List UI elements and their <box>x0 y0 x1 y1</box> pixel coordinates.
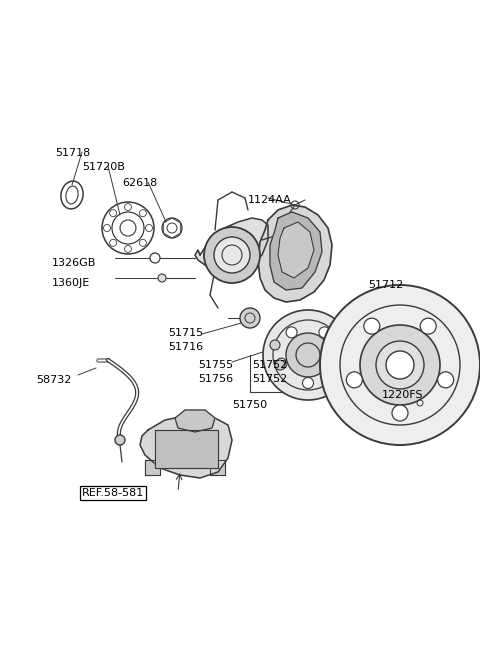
Polygon shape <box>270 212 322 290</box>
Circle shape <box>214 237 250 273</box>
Circle shape <box>386 351 414 379</box>
Circle shape <box>420 318 436 334</box>
Circle shape <box>263 310 353 400</box>
Text: 1124AA: 1124AA <box>248 195 292 205</box>
Circle shape <box>240 308 260 328</box>
Circle shape <box>438 372 454 388</box>
Circle shape <box>204 227 260 283</box>
Circle shape <box>275 360 285 370</box>
Text: 1220FS: 1220FS <box>382 390 423 400</box>
Text: 51716: 51716 <box>168 342 203 352</box>
Text: 51715: 51715 <box>168 328 203 338</box>
Circle shape <box>286 327 297 338</box>
Circle shape <box>329 358 340 369</box>
Text: 51718: 51718 <box>55 148 90 158</box>
Text: 51752: 51752 <box>252 360 287 370</box>
Text: REF.58-581: REF.58-581 <box>82 488 144 498</box>
Text: 58732: 58732 <box>36 375 72 385</box>
Polygon shape <box>278 222 314 278</box>
Circle shape <box>320 285 480 445</box>
Circle shape <box>319 327 330 338</box>
Polygon shape <box>155 430 218 468</box>
Circle shape <box>364 318 380 334</box>
Circle shape <box>347 372 362 388</box>
Polygon shape <box>175 410 215 432</box>
Polygon shape <box>145 460 160 475</box>
Polygon shape <box>210 460 225 475</box>
Text: 1360JE: 1360JE <box>52 278 90 288</box>
Text: 1326GB: 1326GB <box>52 258 96 268</box>
Text: 51750: 51750 <box>232 400 267 410</box>
Circle shape <box>158 274 166 282</box>
Polygon shape <box>140 415 232 478</box>
Circle shape <box>392 405 408 421</box>
Text: 51755: 51755 <box>198 360 233 370</box>
Circle shape <box>286 333 330 377</box>
Circle shape <box>360 325 440 405</box>
Circle shape <box>115 435 125 445</box>
Circle shape <box>270 340 280 350</box>
Text: 62618: 62618 <box>122 178 157 188</box>
Circle shape <box>376 341 424 389</box>
Polygon shape <box>195 218 268 275</box>
Text: 51712: 51712 <box>368 280 403 290</box>
Circle shape <box>276 358 287 369</box>
Circle shape <box>302 377 313 388</box>
Text: 51752: 51752 <box>252 374 287 384</box>
Text: 51756: 51756 <box>198 374 233 384</box>
Text: 51720B: 51720B <box>82 162 125 172</box>
Polygon shape <box>258 205 332 302</box>
